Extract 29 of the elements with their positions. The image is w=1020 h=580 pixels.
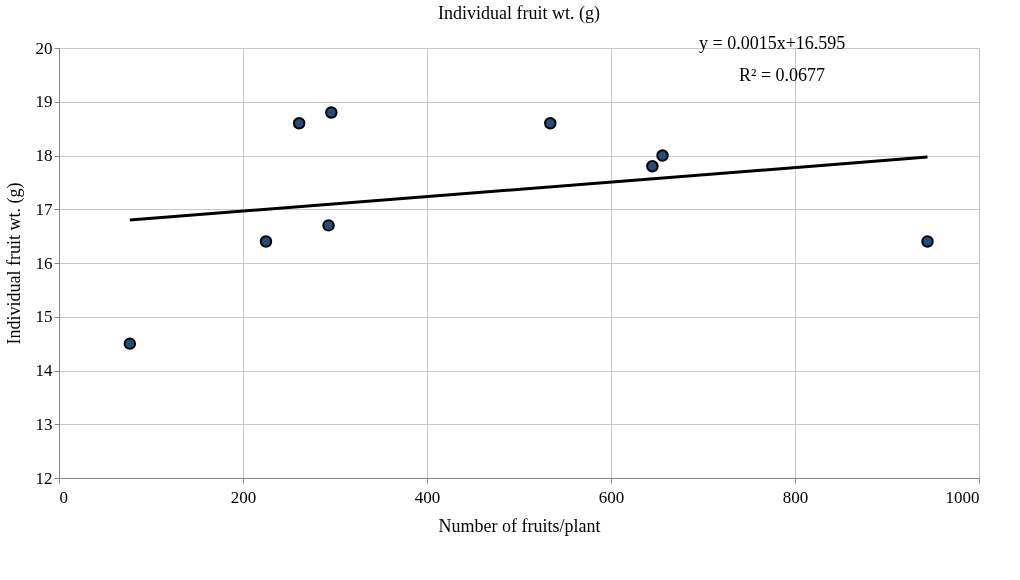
point [292, 117, 306, 130]
y-axis-title: Individual fruit wt. (g) [3, 182, 25, 345]
point [322, 219, 335, 232]
point [325, 106, 338, 119]
x-tick-label: 1000 [945, 487, 980, 507]
y-tick-label: 15 [35, 307, 53, 327]
y-tick-label: 19 [35, 92, 53, 112]
point [646, 160, 659, 173]
y-tick-label: 17 [35, 199, 53, 219]
annotation: R² = 0.0677 [739, 65, 826, 85]
x-tick-label: 600 [598, 487, 625, 507]
x-tick-label: 400 [414, 487, 441, 507]
point [123, 337, 137, 350]
point [544, 117, 557, 130]
x-axis-title: Number of fruits/plant [438, 515, 601, 536]
x-tick-label: 800 [782, 487, 809, 507]
y-tick-label: 12 [35, 468, 53, 488]
y-tick-label: 13 [35, 414, 53, 434]
point [656, 149, 669, 162]
annotation: y = 0.0015x+16.595 [699, 33, 846, 53]
y-tick-label: 14 [35, 361, 53, 380]
point [921, 235, 934, 248]
x-tick-label: 200 [230, 487, 257, 507]
y-tick-label: 16 [35, 253, 53, 273]
y-tick-label: 18 [35, 146, 53, 165]
point [259, 235, 273, 248]
y-tick-label: 20 [35, 38, 53, 58]
chart-title: Individual fruit wt. (g) [438, 3, 600, 24]
x-tick-label: 0 [59, 487, 68, 507]
